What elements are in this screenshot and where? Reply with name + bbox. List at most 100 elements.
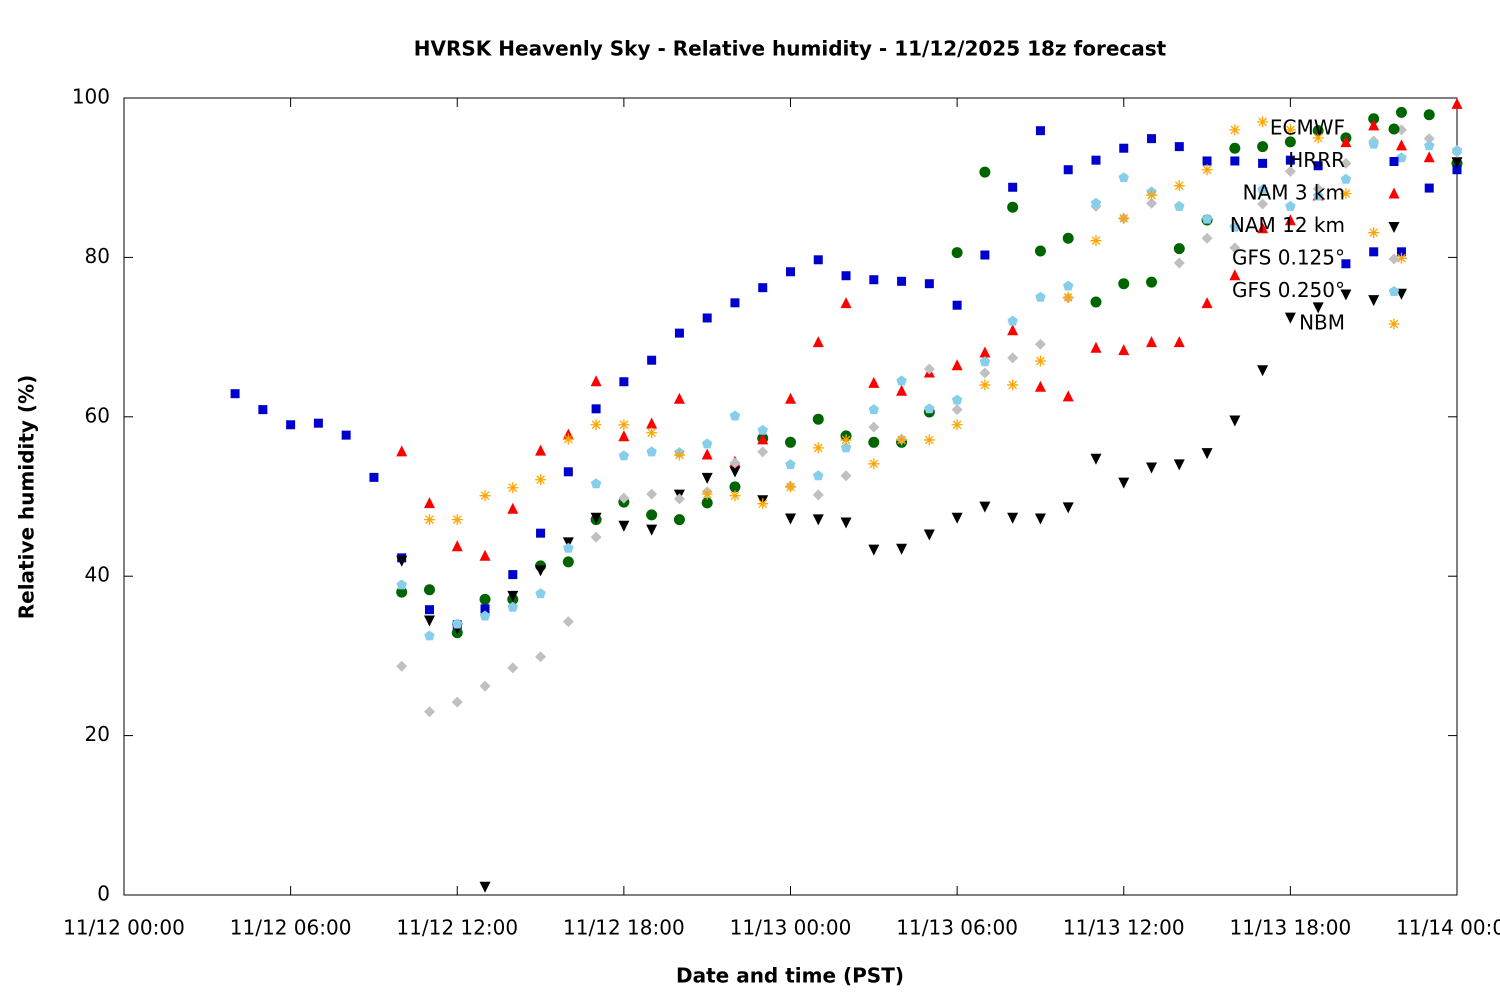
point <box>590 375 602 387</box>
point <box>1395 139 1407 151</box>
point <box>1285 200 1296 211</box>
point <box>812 514 824 526</box>
point <box>1008 182 1018 192</box>
point <box>1174 142 1184 152</box>
point <box>1284 165 1296 177</box>
point <box>535 444 547 456</box>
point <box>1007 352 1019 364</box>
point <box>451 540 463 552</box>
point <box>562 556 574 568</box>
point <box>1312 190 1324 201</box>
point <box>1312 183 1324 195</box>
legend-marker <box>1389 157 1399 166</box>
point <box>451 514 463 526</box>
point <box>647 355 657 365</box>
legend-label: GFS 0.125° <box>1232 246 1345 270</box>
point <box>479 680 491 692</box>
point <box>1229 269 1241 281</box>
point <box>480 604 490 614</box>
point <box>423 584 435 596</box>
point <box>1257 198 1269 210</box>
legend-label: GFS 0.250° <box>1232 278 1345 302</box>
point <box>479 610 491 621</box>
point <box>785 392 796 404</box>
point <box>1146 189 1158 201</box>
point <box>646 427 658 439</box>
point <box>702 313 712 323</box>
point <box>452 618 463 629</box>
point <box>1034 355 1046 367</box>
point <box>479 549 491 561</box>
legend-marker <box>1388 286 1400 296</box>
point <box>563 467 573 477</box>
point <box>1118 477 1130 489</box>
point <box>1396 247 1406 257</box>
point <box>1147 134 1157 144</box>
point <box>1201 297 1213 309</box>
point <box>396 445 408 457</box>
legend-marker <box>1388 222 1400 233</box>
point <box>924 403 935 414</box>
chart-title: HVRSK Heavenly Sky - Relative humidity -… <box>414 37 1167 61</box>
point <box>1340 188 1352 200</box>
point <box>785 513 796 525</box>
point <box>646 446 657 457</box>
point <box>562 433 574 445</box>
point <box>1340 289 1352 301</box>
point <box>1229 415 1241 427</box>
point <box>1062 280 1074 291</box>
point <box>423 497 435 509</box>
point <box>1034 245 1046 257</box>
legend-label: ECMWF <box>1270 116 1345 140</box>
point <box>1423 140 1435 151</box>
point <box>1423 109 1435 121</box>
point <box>619 377 629 387</box>
point <box>479 881 491 893</box>
x-tick-label: 11/13 18:00 <box>1230 916 1352 940</box>
point <box>563 542 574 553</box>
point <box>1090 197 1102 208</box>
point <box>951 247 963 259</box>
y-tick-label: 20 <box>85 722 110 746</box>
point <box>1368 119 1380 131</box>
point <box>673 514 685 526</box>
point <box>1257 116 1269 128</box>
point <box>590 419 602 431</box>
point <box>590 478 602 489</box>
point <box>897 276 907 286</box>
y-tick-label: 0 <box>97 882 110 906</box>
point <box>646 524 658 536</box>
point <box>1118 278 1130 290</box>
point <box>1146 336 1158 348</box>
point <box>1201 164 1213 176</box>
point <box>1007 315 1018 326</box>
y-axis-label: Relative humidity (%) <box>15 375 39 620</box>
point <box>701 472 713 484</box>
point <box>673 493 685 505</box>
point <box>396 660 408 672</box>
point <box>1312 125 1324 137</box>
point <box>508 570 518 580</box>
point <box>868 404 880 415</box>
x-tick-label: 11/12 00:00 <box>63 916 185 940</box>
point <box>1285 155 1295 165</box>
point <box>369 472 379 482</box>
point <box>1229 242 1241 254</box>
point <box>507 482 519 494</box>
point <box>562 616 574 628</box>
point <box>313 418 323 428</box>
point <box>840 517 852 529</box>
y-tick-label: 100 <box>72 85 110 109</box>
x-tick-label: 11/12 18:00 <box>563 916 685 940</box>
point <box>952 300 962 310</box>
point <box>423 706 435 718</box>
point <box>1284 312 1296 324</box>
x-tick-label: 11/12 06:00 <box>230 916 352 940</box>
point <box>673 449 685 461</box>
point <box>1062 390 1074 402</box>
point <box>424 605 434 615</box>
point <box>979 367 991 379</box>
point <box>812 413 824 425</box>
point <box>396 579 407 590</box>
